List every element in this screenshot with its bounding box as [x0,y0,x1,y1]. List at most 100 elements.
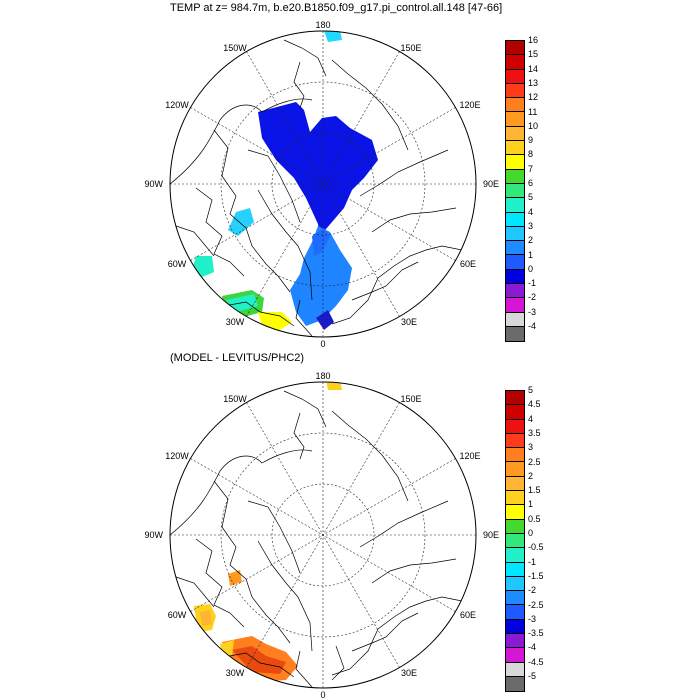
colorbar-swatch [506,83,524,99]
colorbar-tick-label: 6 [528,178,534,188]
colorbar-tick-label: 15 [528,49,539,60]
lon-label-150e: 150E [400,43,421,53]
colorbar-swatch [506,533,524,549]
colorbar-tick-label: -2.5 [528,599,544,610]
temperature-field-atlantic-yellow [258,312,292,330]
lon-label-150e: 150E [400,394,421,404]
temperature-field-dark-tip [316,310,334,330]
colorbar-tick-label: 2 [528,470,534,481]
colorbar-tick-label: -0.5 [528,542,544,553]
temperature-field-baffin [228,208,254,236]
colorbar-swatch [506,405,524,420]
lon-label-90e: 90E [483,179,499,189]
lon-label-180: 180 [315,20,330,30]
colorbar-tick-label: 13 [528,77,539,88]
colorbar-tick-label: 5 [528,192,534,203]
colorbar-swatch [506,241,524,256]
lon-label-120w: 120W [165,100,189,110]
colorbar-swatch [506,112,524,127]
temperature-field-deep-blue [258,102,378,236]
colorbar-tick-label: 14 [528,63,539,74]
lon-label-60e: 60E [460,259,476,269]
colorbar-tick-label: 9 [528,135,534,146]
colorbar-tick-label: -4 [528,321,537,331]
lon-label-30w: 30W [226,668,245,678]
colorbar-tick-label: -4.5 [528,656,544,667]
anomaly-field-top-edge [326,382,342,390]
colorbar-swatch [506,576,524,592]
colorbar-tick-label: 2 [528,235,534,246]
colorbar-tick-label: 0 [528,528,534,538]
colorbar-swatch [506,562,524,577]
colorbar-swatch [506,298,524,313]
colorbar-swatch [506,269,524,285]
colorbar-swatch [506,433,524,449]
colorbar-swatch [506,183,524,199]
lon-label-30e: 30E [401,668,417,678]
colorbar-swatch [506,391,524,406]
colorbar-swatch [506,212,524,227]
graticule [170,382,476,688]
colorbar-swatch [506,505,524,520]
graticule [170,31,476,337]
colorbar-tick-label: 10 [528,120,539,131]
colorbar-swatch [506,98,524,113]
lon-label-30e: 30E [401,317,417,327]
colorbar-swatch [506,591,524,606]
colorbar-tick-label: 12 [528,92,539,103]
lon-label-120e: 120E [459,100,480,110]
lon-label-90w: 90W [144,179,163,189]
lon-label-120w: 120W [165,451,189,461]
colorbar-tick-label: 0 [528,263,534,274]
colorbar-tick-label: 4 [528,206,534,217]
polar-map-panel: 180 0 90W 90E 150W 120W 150E 120E 60W 30… [144,371,499,700]
colorbar-swatch [506,198,524,213]
colorbar-tick-label: 3 [528,442,534,453]
colorbar [505,40,525,343]
temperature-field-top-edge [324,31,342,42]
lon-label-30w: 30W [226,317,245,327]
colorbar-tick-label: 5 [528,385,534,395]
map-title: (MODEL - LEVITUS/PHC2) [170,352,305,364]
colorbar-swatch [506,476,524,492]
colorbar-tick-label: -3.5 [528,628,544,639]
colorbar-swatch [506,419,524,434]
lon-label-150w: 150W [223,43,247,53]
colorbar-tick-label: -1 [528,556,537,567]
lon-label-180: 180 [315,371,330,381]
longitude-labels: 180 0 90W 90E 150W 120W 150E 120E 60W 30… [144,20,499,349]
colorbar-swatch [506,255,524,270]
colorbar-swatch [506,491,524,506]
colorbar-tick-label: 7 [528,163,534,174]
lon-label-60e: 60E [460,610,476,620]
colorbar-tick-label: 4 [528,413,534,424]
colorbar-tick-label: -2 [528,292,537,303]
map-title: TEMP at z= 984.7m, b.e20.B1850.f09_g17.p… [170,2,503,14]
colorbar-swatch [506,226,524,242]
colorbar-tick-label: 11 [528,106,538,117]
lon-label-60w: 60W [168,610,187,620]
colorbar-tick-label: -1 [528,278,537,289]
temperature-field-mid-blue [290,226,352,326]
colorbar-swatch [506,662,524,677]
map-field [170,382,463,688]
colorbar-swatch [506,55,524,70]
colorbar-tick-label: -1.5 [528,570,544,581]
colorbar-swatch [506,312,524,327]
colorbar-swatch [506,448,524,463]
lon-label-150w: 150W [223,394,247,404]
colorbar-swatch [506,284,524,299]
lon-label-90w: 90W [144,530,163,540]
colorbar-tick-label: -3 [528,613,537,624]
colorbar-swatch [506,155,524,170]
colorbar-swatch [506,41,524,56]
colorbar-swatch [506,326,524,342]
colorbar-swatch [506,548,524,563]
colorbar-tick-label: 1 [528,249,534,260]
colorbar-tick-label: -5 [528,671,537,681]
colorbar-tick-label: 3.5 [528,427,541,438]
colorbar-tick-label: -2 [528,585,537,596]
colorbar-tick-label: 16 [528,35,539,45]
colorbar-swatch [506,69,524,84]
anomaly-field-labrador-core [200,610,212,626]
